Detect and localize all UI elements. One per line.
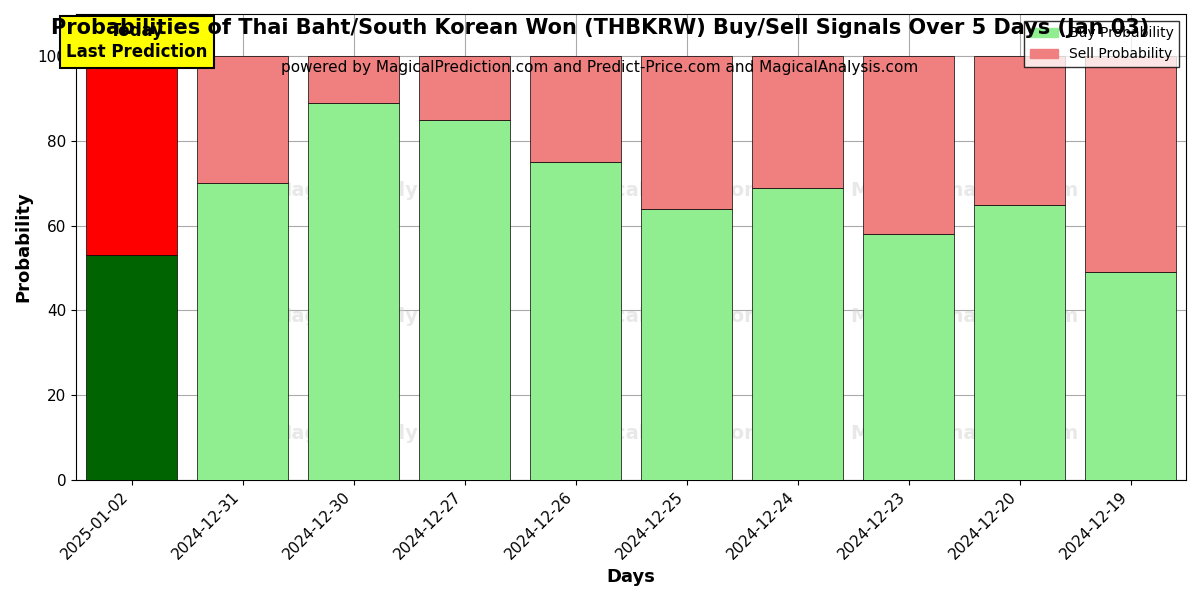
Text: MagicalPrediction.com: MagicalPrediction.com bbox=[562, 424, 811, 443]
Text: MagicalPrediction.com: MagicalPrediction.com bbox=[562, 307, 811, 326]
Bar bbox=[974, 56, 1066, 205]
Text: MagicalAnalysis.com: MagicalAnalysis.com bbox=[850, 181, 1079, 200]
Bar bbox=[641, 56, 732, 209]
Bar bbox=[308, 56, 400, 103]
Bar bbox=[530, 56, 622, 162]
X-axis label: Days: Days bbox=[607, 568, 655, 586]
Y-axis label: Probability: Probability bbox=[14, 191, 32, 302]
Bar bbox=[530, 162, 622, 480]
Text: MagicalAnalysis.com: MagicalAnalysis.com bbox=[272, 307, 500, 326]
Bar bbox=[1085, 56, 1176, 272]
Bar bbox=[86, 256, 178, 480]
Bar bbox=[197, 56, 288, 184]
Text: Today
Last Prediction: Today Last Prediction bbox=[66, 22, 208, 61]
Bar bbox=[308, 103, 400, 480]
Bar bbox=[1085, 272, 1176, 480]
Text: powered by MagicalPrediction.com and Predict-Price.com and MagicalAnalysis.com: powered by MagicalPrediction.com and Pre… bbox=[281, 60, 919, 75]
Bar bbox=[641, 209, 732, 480]
Bar bbox=[752, 188, 844, 480]
Text: MagicalAnalysis.com: MagicalAnalysis.com bbox=[272, 181, 500, 200]
Bar bbox=[86, 56, 178, 256]
Legend: Buy Probability, Sell Probability: Buy Probability, Sell Probability bbox=[1025, 21, 1180, 67]
Bar bbox=[752, 56, 844, 188]
Bar bbox=[419, 56, 510, 120]
Bar bbox=[863, 56, 954, 234]
Bar bbox=[197, 184, 288, 480]
Text: MagicalPrediction.com: MagicalPrediction.com bbox=[562, 181, 811, 200]
Bar bbox=[419, 120, 510, 480]
Text: Probabilities of Thai Baht/South Korean Won (THBKRW) Buy/Sell Signals Over 5 Day: Probabilities of Thai Baht/South Korean … bbox=[50, 18, 1150, 38]
Bar bbox=[974, 205, 1066, 480]
Text: MagicalAnalysis.com: MagicalAnalysis.com bbox=[272, 424, 500, 443]
Text: MagicalAnalysis.com: MagicalAnalysis.com bbox=[850, 307, 1079, 326]
Bar bbox=[863, 234, 954, 480]
Text: MagicalAnalysis.com: MagicalAnalysis.com bbox=[850, 424, 1079, 443]
